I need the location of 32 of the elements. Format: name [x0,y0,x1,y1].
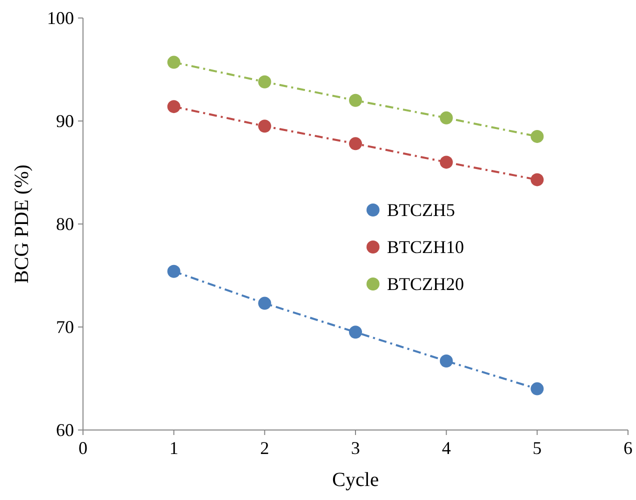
point [258,296,272,310]
point [440,354,453,368]
point [349,94,362,107]
x-tick-label: 2 [260,438,270,458]
x-tick-label: 5 [532,438,542,458]
x-tick-label: 3 [351,438,360,458]
point [440,156,453,169]
point [258,120,272,133]
y-tick-label: 100 [47,8,74,28]
y-tick-label: 80 [56,214,74,234]
legend-label: BTCZH10 [387,237,464,257]
point [530,382,544,396]
point [167,56,180,69]
point [530,173,544,186]
x-tick-label: 6 [624,438,632,458]
legend-label: BTCZH20 [387,274,464,294]
point [258,75,272,88]
x-axis-title: Cycle [332,469,379,491]
point [167,264,180,278]
point [530,130,544,143]
x-tick-label: 4 [442,438,451,458]
point [349,137,362,150]
y-axis-title: BCG PDE (%) [11,164,33,284]
point [440,111,453,124]
x-tick-label: 1 [169,438,178,458]
legend-label: BTCZH5 [387,200,456,220]
x-tick-label: 0 [78,438,88,458]
y-tick-label: 90 [56,111,74,131]
y-tick-label: 70 [56,317,74,337]
point [349,326,362,339]
point [167,100,180,114]
y-tick-label: 60 [56,420,74,440]
